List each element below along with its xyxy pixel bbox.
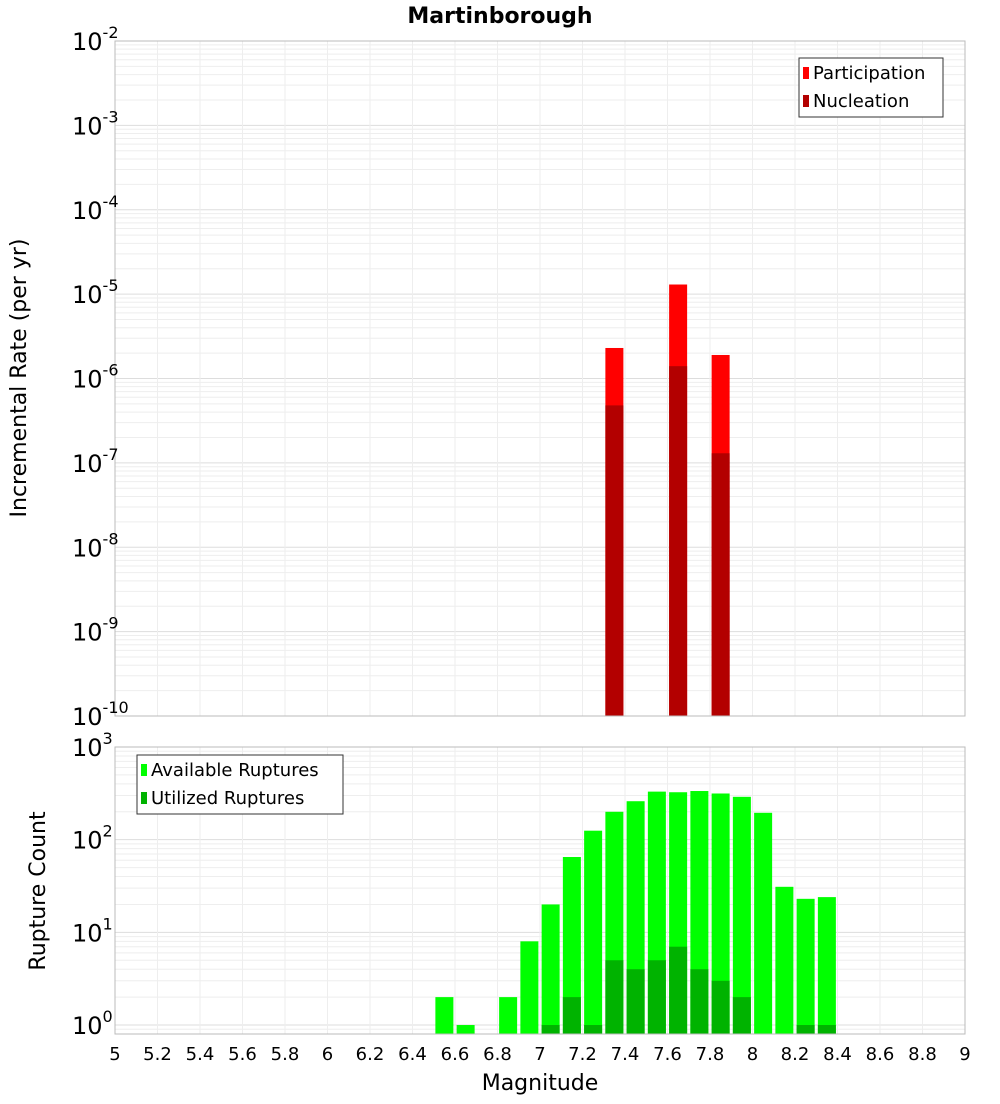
x-axis-label: Magnitude [482, 1071, 599, 1096]
top-bars [605, 284, 730, 716]
y-tick-label: 10-9 [72, 614, 119, 647]
x-tick-label: 8.8 [908, 1044, 937, 1065]
bar-utilized-ruptures [796, 1025, 815, 1034]
x-tick-label: 8 [747, 1044, 758, 1065]
legend-label-nucleation: Nucleation [813, 91, 909, 112]
bar-utilized-ruptures [669, 946, 688, 1034]
bottom-y-tick-labels: 100 101 102 103 [72, 729, 113, 1040]
x-tick-label: 7 [534, 1044, 545, 1065]
x-tick-label: 7.2 [568, 1044, 597, 1065]
bar-utilized-ruptures [584, 1025, 603, 1034]
bar-available-ruptures [435, 997, 454, 1034]
y-tick-label: 10-8 [72, 529, 119, 562]
x-tick-label: 6 [322, 1044, 333, 1065]
bar-available-ruptures [584, 830, 603, 1034]
y-tick-label: 102 [72, 822, 113, 855]
x-tick-label: 5.8 [271, 1044, 300, 1065]
legend-swatch-nucleation [803, 95, 809, 107]
bar-available-ruptures [817, 897, 836, 1034]
x-tick-label: 8.4 [823, 1044, 852, 1065]
x-tick-label: 6.8 [483, 1044, 512, 1065]
legend-swatch-utilized [141, 792, 147, 804]
top-legend-box [798, 57, 944, 118]
bar-utilized-ruptures [541, 1025, 560, 1034]
bar-available-ruptures [562, 857, 581, 1034]
x-tick-label: 5 [109, 1044, 120, 1065]
x-tick-label: 6.2 [356, 1044, 385, 1065]
legend-swatch-available [141, 764, 147, 776]
bar-utilized-ruptures [690, 969, 709, 1034]
bottom-y-axis-label: Rupture Count [26, 811, 51, 971]
chart-title: Martinborough [407, 4, 592, 29]
x-tick-label: 7.6 [653, 1044, 682, 1065]
x-tick-label: 5.4 [186, 1044, 215, 1065]
y-tick-label: 10-5 [72, 276, 119, 309]
top-gridlines [114, 40, 966, 717]
y-tick-label: 10-4 [72, 192, 119, 225]
y-tick-label: 10-6 [72, 361, 119, 394]
legend-swatch-participation [803, 67, 809, 79]
bar-available-ruptures [796, 898, 815, 1034]
y-tick-label: 10-10 [72, 698, 129, 731]
y-tick-label: 101 [72, 914, 113, 947]
bar-utilized-ruptures [562, 997, 581, 1034]
bottom-legend: Available Ruptures Utilized Ruptures [136, 754, 344, 815]
y-tick-label: 10-3 [72, 107, 119, 140]
x-tick-label: 5.2 [143, 1044, 172, 1065]
bar-utilized-ruptures [605, 960, 624, 1034]
bar-available-ruptures [456, 1025, 475, 1034]
x-tick-label: 6.6 [441, 1044, 470, 1065]
bar-available-ruptures [499, 997, 518, 1034]
x-tick-label: 5.6 [228, 1044, 257, 1065]
bar-utilized-ruptures [732, 997, 751, 1034]
x-tick-label: 7.4 [611, 1044, 640, 1065]
bar-utilized-ruptures [711, 980, 730, 1034]
bar-nucleation [605, 405, 624, 716]
x-tick-label: 7.8 [696, 1044, 725, 1065]
bar-utilized-ruptures [626, 969, 645, 1034]
x-tick-label: 8.2 [781, 1044, 810, 1065]
bar-available-ruptures [520, 941, 539, 1034]
bar-available-ruptures [775, 886, 794, 1034]
bar-available-ruptures [732, 796, 751, 1034]
y-tick-label: 100 [72, 1007, 113, 1040]
bar-utilized-ruptures [817, 1025, 836, 1034]
bar-available-ruptures [711, 793, 730, 1034]
bottom-plot-border [114, 746, 966, 1035]
y-tick-label: 103 [72, 729, 113, 762]
top-plot-border [114, 40, 966, 717]
bar-nucleation [711, 453, 730, 716]
top-y-tick-labels: 10-10 10-9 10-8 10-7 10-6 10-5 10-4 10-3 10-2 [72, 23, 129, 731]
legend-label-utilized: Utilized Ruptures [151, 788, 304, 809]
x-tick-labels: 5 5.2 5.4 5.6 5.8 6 6.2 6.4 6.6 6.8 7 7.2 7.4 7.6 7.8 8… [109, 1044, 970, 1065]
top-y-axis-label: Incremental Rate (per yr) [7, 239, 32, 518]
top-legend: Participation Nucleation [798, 57, 944, 118]
x-tick-label: 6.4 [398, 1044, 427, 1065]
bar-available-ruptures [754, 812, 773, 1034]
legend-label-available: Available Ruptures [151, 760, 319, 781]
bottom-legend-box [136, 754, 344, 815]
y-tick-label: 10-2 [72, 23, 119, 56]
bar-available-ruptures [541, 904, 560, 1034]
bar-nucleation [669, 366, 688, 716]
bar-utilized-ruptures [647, 960, 666, 1034]
y-tick-label: 10-7 [72, 445, 119, 478]
bottom-bars [435, 791, 836, 1034]
legend-label-participation: Participation [813, 63, 925, 84]
x-tick-label: 9 [959, 1044, 970, 1065]
x-tick-label: 8.6 [866, 1044, 895, 1065]
